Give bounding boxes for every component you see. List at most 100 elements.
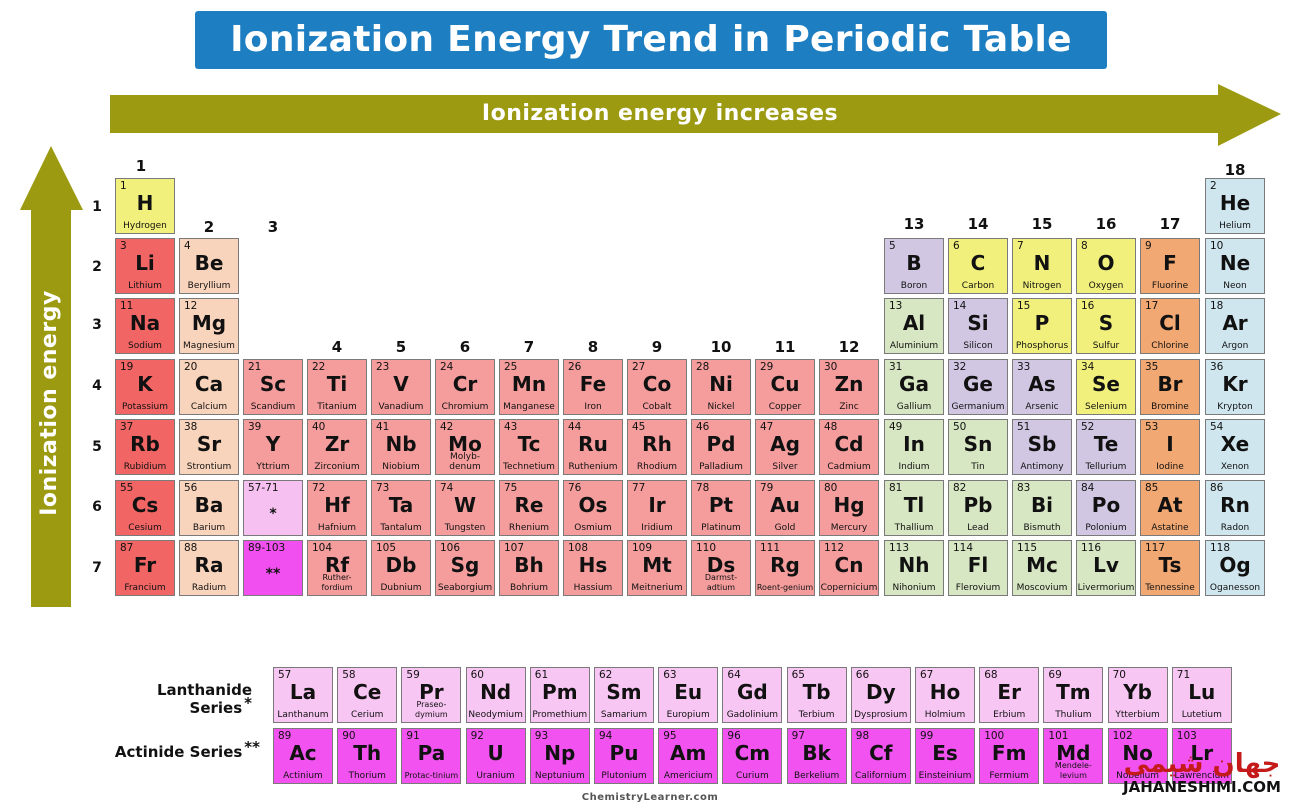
atomic-number: 64 xyxy=(727,669,741,681)
group-label: 11 xyxy=(774,338,796,356)
element-symbol: Yb xyxy=(1123,680,1152,704)
element-symbol: Fm xyxy=(991,741,1027,765)
element-symbol: Rn xyxy=(1220,493,1250,517)
atomic-number: 90 xyxy=(342,730,356,742)
element-symbol: Mc xyxy=(1026,553,1058,577)
element-cell-os: 76 Os Osmium xyxy=(563,480,623,536)
atomic-number: 112 xyxy=(824,542,845,554)
atomic-number: 35 xyxy=(1145,361,1159,373)
element-cell-ds: 110 Ds Darmst-adtium xyxy=(691,540,751,596)
element-cell-v: 23 V Vanadium xyxy=(371,359,431,415)
element-cell-fr: 87 Fr Francium xyxy=(115,540,175,596)
element-symbol: Os xyxy=(578,493,608,517)
element-cell-bk: 97 Bk Berkelium xyxy=(786,728,847,784)
element-name: Technetium xyxy=(503,462,555,472)
element-symbol: Po xyxy=(1091,493,1121,517)
element-cell-ce: 58 Ce Cerium xyxy=(337,667,398,723)
element-cell-no: 102 No Nobelium xyxy=(1107,728,1168,784)
element-symbol: As xyxy=(1028,372,1056,396)
element-symbol: Tl xyxy=(903,493,925,517)
element-cell-ir: 77 Ir Iridium xyxy=(627,480,687,536)
atomic-number: 73 xyxy=(376,482,390,494)
element-symbol: Ar xyxy=(1222,311,1248,335)
atomic-number: 101 xyxy=(1048,730,1069,742)
element-symbol: Mt xyxy=(642,553,672,577)
atomic-number: 38 xyxy=(184,421,198,433)
element-cell-se: 34 Se Selenium xyxy=(1076,359,1136,415)
element-name: Bohrium xyxy=(509,583,549,593)
element-symbol: Ba xyxy=(194,493,224,517)
element-symbol: Au xyxy=(770,493,800,517)
atomic-number: 36 xyxy=(1210,361,1224,373)
element-cell-th: 90 Th Thorium xyxy=(337,728,398,784)
element-symbol: Sb xyxy=(1027,432,1057,456)
element-cell-cu: 29 Cu Copper xyxy=(755,359,815,415)
element-name: Sulfur xyxy=(1092,341,1120,351)
element-symbol: Hf xyxy=(324,493,350,517)
element-symbol: Mg xyxy=(191,311,227,335)
element-cell-ar: 18 Ar Argon xyxy=(1205,298,1265,354)
element-symbol: Rh xyxy=(642,432,672,456)
element-symbol: Kr xyxy=(1222,372,1248,396)
element-name: Cerium xyxy=(350,710,384,720)
element-cell-sn: 50 Sn Tin xyxy=(948,419,1008,475)
element-name: Nickel xyxy=(707,402,735,412)
atomic-number: 55 xyxy=(120,482,134,494)
element-cell-pu: 94 Pu Plutonium xyxy=(594,728,654,784)
element-name: Vanadium xyxy=(378,402,424,412)
element-symbol: Bk xyxy=(802,741,831,765)
element-cell-ne: 10 Ne Neon xyxy=(1205,238,1265,294)
element-name: Erbium xyxy=(993,710,1026,720)
element-name: Plutonium xyxy=(601,771,647,781)
element-name: Radium xyxy=(191,583,227,593)
element-symbol: No xyxy=(1122,741,1153,765)
element-name: Iridium xyxy=(641,523,673,533)
atomic-number: 108 xyxy=(568,542,589,554)
atomic-number: 98 xyxy=(855,730,870,742)
element-cell-u: 92 U Uranium xyxy=(465,728,526,784)
group-label: 7 xyxy=(523,338,535,356)
atomic-number: 37 xyxy=(120,421,134,433)
element-name: Rhodium xyxy=(636,462,678,472)
element-symbol: N xyxy=(1033,251,1051,275)
atomic-number: 29 xyxy=(760,361,774,373)
element-symbol: Co xyxy=(642,372,672,396)
atomic-number: 12 xyxy=(184,300,198,312)
element-cell-h: 1 H Hydrogen xyxy=(115,178,175,234)
element-name: Osmium xyxy=(574,523,612,533)
atomic-number: 31 xyxy=(889,361,903,373)
period-label: 1 xyxy=(92,199,102,215)
element-name: Zirconium xyxy=(314,462,360,472)
element-symbol: Se xyxy=(1092,372,1120,396)
atomic-number: 8 xyxy=(1081,240,1088,252)
element-symbol: Mo xyxy=(448,432,482,456)
element-symbol: Ta xyxy=(388,493,414,517)
element-cell-lv: 116 Lv Livermorium xyxy=(1076,540,1136,596)
atomic-number: 93 xyxy=(534,730,549,742)
element-cell-md: 101 Md Mendele-levium xyxy=(1043,728,1104,784)
element-symbol: Tc xyxy=(517,432,541,456)
element-name: Francium xyxy=(124,583,166,593)
element-cell-cs: 55 Cs Cesium xyxy=(115,480,175,536)
group-label: 4 xyxy=(331,338,343,356)
element-symbol: Th xyxy=(353,741,382,765)
element-symbol: B xyxy=(906,251,922,275)
atomic-number: 25 xyxy=(504,361,518,373)
element-cell-bh: 107 Bh Bohrium xyxy=(499,540,559,596)
atomic-number: 7 xyxy=(1017,240,1024,252)
atomic-number: 65 xyxy=(791,669,805,681)
element-symbol: Pu xyxy=(609,741,639,765)
element-cell-s: 16 S Sulfur xyxy=(1076,298,1136,354)
element-cell-rf: 104 Rf Ruther-fordium xyxy=(307,540,367,596)
period-label: 7 xyxy=(92,560,102,576)
element-name: Lanthanum xyxy=(277,710,329,720)
element-name: Oganesson xyxy=(1209,583,1261,593)
element-name: Hafnium xyxy=(317,523,357,533)
element-name: Copernicium xyxy=(820,583,878,593)
element-name: Germanium xyxy=(951,402,1005,412)
atomic-number: 40 xyxy=(312,421,326,433)
atomic-number: 57-71 xyxy=(248,482,279,494)
element-symbol: Li xyxy=(135,251,155,275)
atomic-number: 56 xyxy=(184,482,198,494)
element-symbol: Re xyxy=(514,493,544,517)
